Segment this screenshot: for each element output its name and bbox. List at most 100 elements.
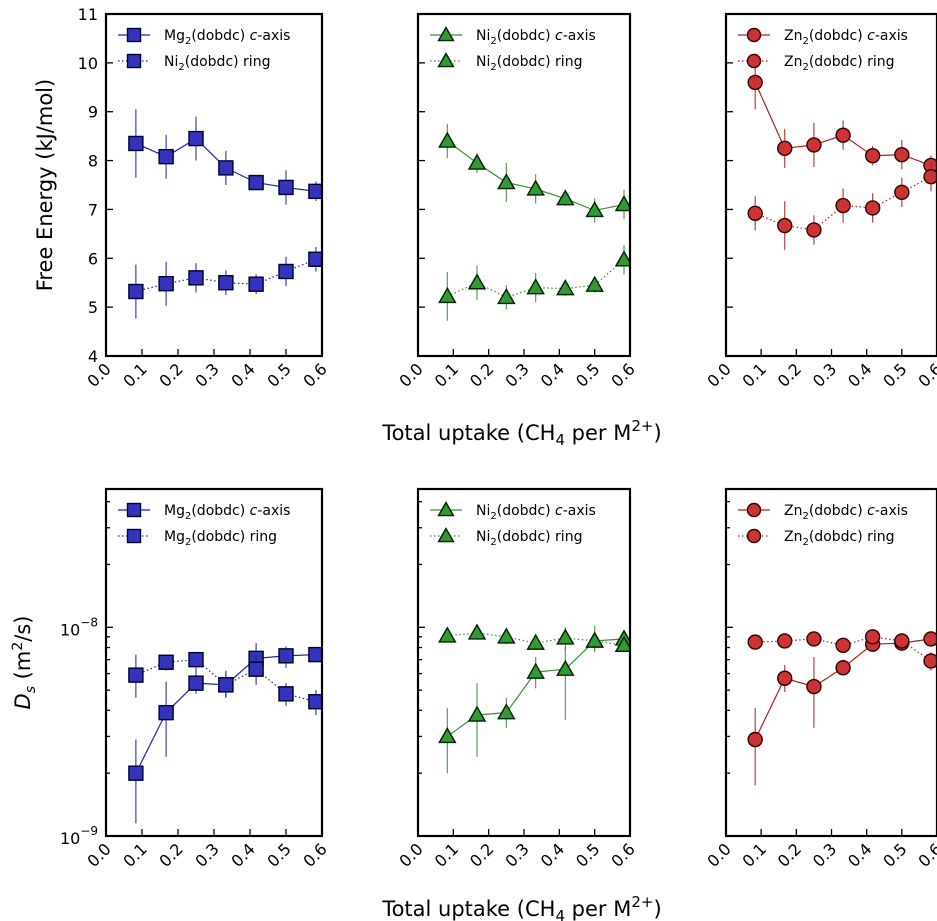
y-title-text: Free Energy (kJ/mol) — [33, 79, 57, 291]
legend-label: Ni2(dobdc) ring — [476, 54, 582, 73]
legend-label: Zn2(dobdc) c-axis — [784, 503, 908, 522]
circle-marker — [747, 205, 763, 222]
circle-marker — [746, 53, 762, 69]
legend-element: Zn — [784, 54, 802, 70]
x-tick-label: 0.2 — [774, 839, 805, 870]
legend-subscript: 2 — [802, 36, 808, 47]
legend-text-main: (dobdc) — [809, 503, 867, 519]
legend-italic: c — [250, 503, 258, 519]
square-marker — [126, 53, 142, 69]
plot-area — [438, 123, 630, 321]
circle-marker — [746, 528, 762, 544]
circle-marker — [864, 147, 881, 164]
triangle-marker — [467, 273, 487, 290]
x-title-subscript: 4 — [555, 431, 565, 449]
y-tick-label: 5 — [88, 298, 98, 317]
circle-marker — [894, 147, 910, 163]
triangle-marker — [497, 287, 516, 305]
axes-frame — [416, 487, 632, 838]
circle-marker — [777, 140, 793, 157]
x-title-text: Total uptake (CH — [381, 897, 555, 921]
legend-label: Zn2(dobdc) c-axis — [784, 28, 908, 47]
triangle-marker — [526, 278, 545, 295]
square-marker — [188, 270, 204, 286]
y-axis-title: Free Energy (kJ/mol) — [33, 79, 57, 291]
triangle-marker — [585, 631, 604, 648]
legend-text-main: (dobdc) ring — [809, 54, 895, 70]
x-title-text: ) — [653, 897, 661, 921]
y-tick-label: 6 — [88, 249, 98, 268]
legend-text-main: (dobdc) — [497, 28, 555, 44]
x-tick-label: 0.6 — [607, 839, 638, 870]
circle-marker — [894, 184, 910, 201]
legend-element: Ni — [476, 529, 490, 545]
x-tick-label: 0.5 — [263, 839, 294, 870]
triangle-marker — [556, 628, 575, 645]
circle-marker — [806, 137, 822, 153]
square-marker — [126, 502, 142, 518]
circle-marker — [923, 168, 937, 185]
x-tick-label: 0.5 — [879, 839, 910, 870]
axes-frame — [724, 487, 937, 838]
legend-italic: c — [555, 28, 563, 44]
legend-label: Zn2(dobdc) ring — [784, 529, 895, 548]
legend-text-end: -axis — [875, 503, 908, 519]
square-marker — [218, 160, 234, 176]
y-title-unit: (m — [11, 651, 35, 686]
square-marker — [158, 148, 174, 165]
triangle-marker — [438, 726, 457, 744]
square-marker — [278, 263, 294, 280]
circle-marker — [777, 633, 793, 649]
legend-italic: c — [867, 503, 875, 519]
legend-label: Mg2(dobdc) c-axis — [164, 503, 290, 522]
legend-text-main: (dobdc) — [191, 28, 249, 44]
x-tick-label: 0.0 — [83, 839, 114, 870]
legend-label: Ni2(dobdc) c-axis — [476, 28, 596, 47]
legend-element: Mg — [164, 28, 185, 44]
x-tick-label: 0.6 — [607, 359, 638, 390]
square-marker — [158, 654, 174, 670]
x-tick-label: 0.2 — [155, 839, 186, 870]
plot-area — [128, 109, 322, 319]
series-line — [754, 638, 932, 740]
legend-subscript: 2 — [490, 62, 496, 73]
legend-subscript: 2 — [490, 36, 496, 47]
x-tick-label: 0.3 — [501, 359, 532, 390]
series-ring — [128, 247, 322, 319]
x-title-superscript: 2+ — [631, 417, 653, 435]
circle-marker — [835, 637, 851, 653]
x-title-text: Total uptake (CH — [381, 421, 555, 445]
y-tick-label: 10 — [78, 54, 98, 73]
series-ring — [747, 629, 937, 671]
square-marker — [278, 179, 294, 196]
plot-area — [747, 629, 937, 786]
circle-marker — [894, 633, 910, 649]
legend-subscript: 2 — [802, 62, 808, 73]
circle-marker — [864, 629, 881, 645]
circle-marker — [806, 631, 822, 647]
square-marker — [126, 27, 142, 43]
legend-text-end: -axis — [875, 28, 908, 44]
square-marker — [128, 135, 144, 152]
square-marker — [188, 675, 204, 691]
legend-element: Ni — [164, 54, 178, 70]
triangle-marker — [437, 52, 455, 68]
triangle-marker — [526, 179, 545, 196]
square-marker — [308, 694, 322, 710]
series-ring — [438, 245, 630, 321]
square-marker — [248, 276, 264, 292]
circle-marker — [806, 222, 822, 238]
triangle-marker — [497, 627, 516, 644]
square-marker — [278, 648, 294, 664]
legend-element: Zn — [784, 28, 802, 44]
x-tick-label: 0.0 — [703, 359, 734, 390]
x-tick-label: 0.2 — [466, 359, 497, 390]
plot-area — [438, 623, 630, 774]
legend-subscript: 2 — [178, 62, 184, 73]
x-title-text: per M — [565, 897, 631, 921]
legend-text-end: -axis — [563, 28, 596, 44]
